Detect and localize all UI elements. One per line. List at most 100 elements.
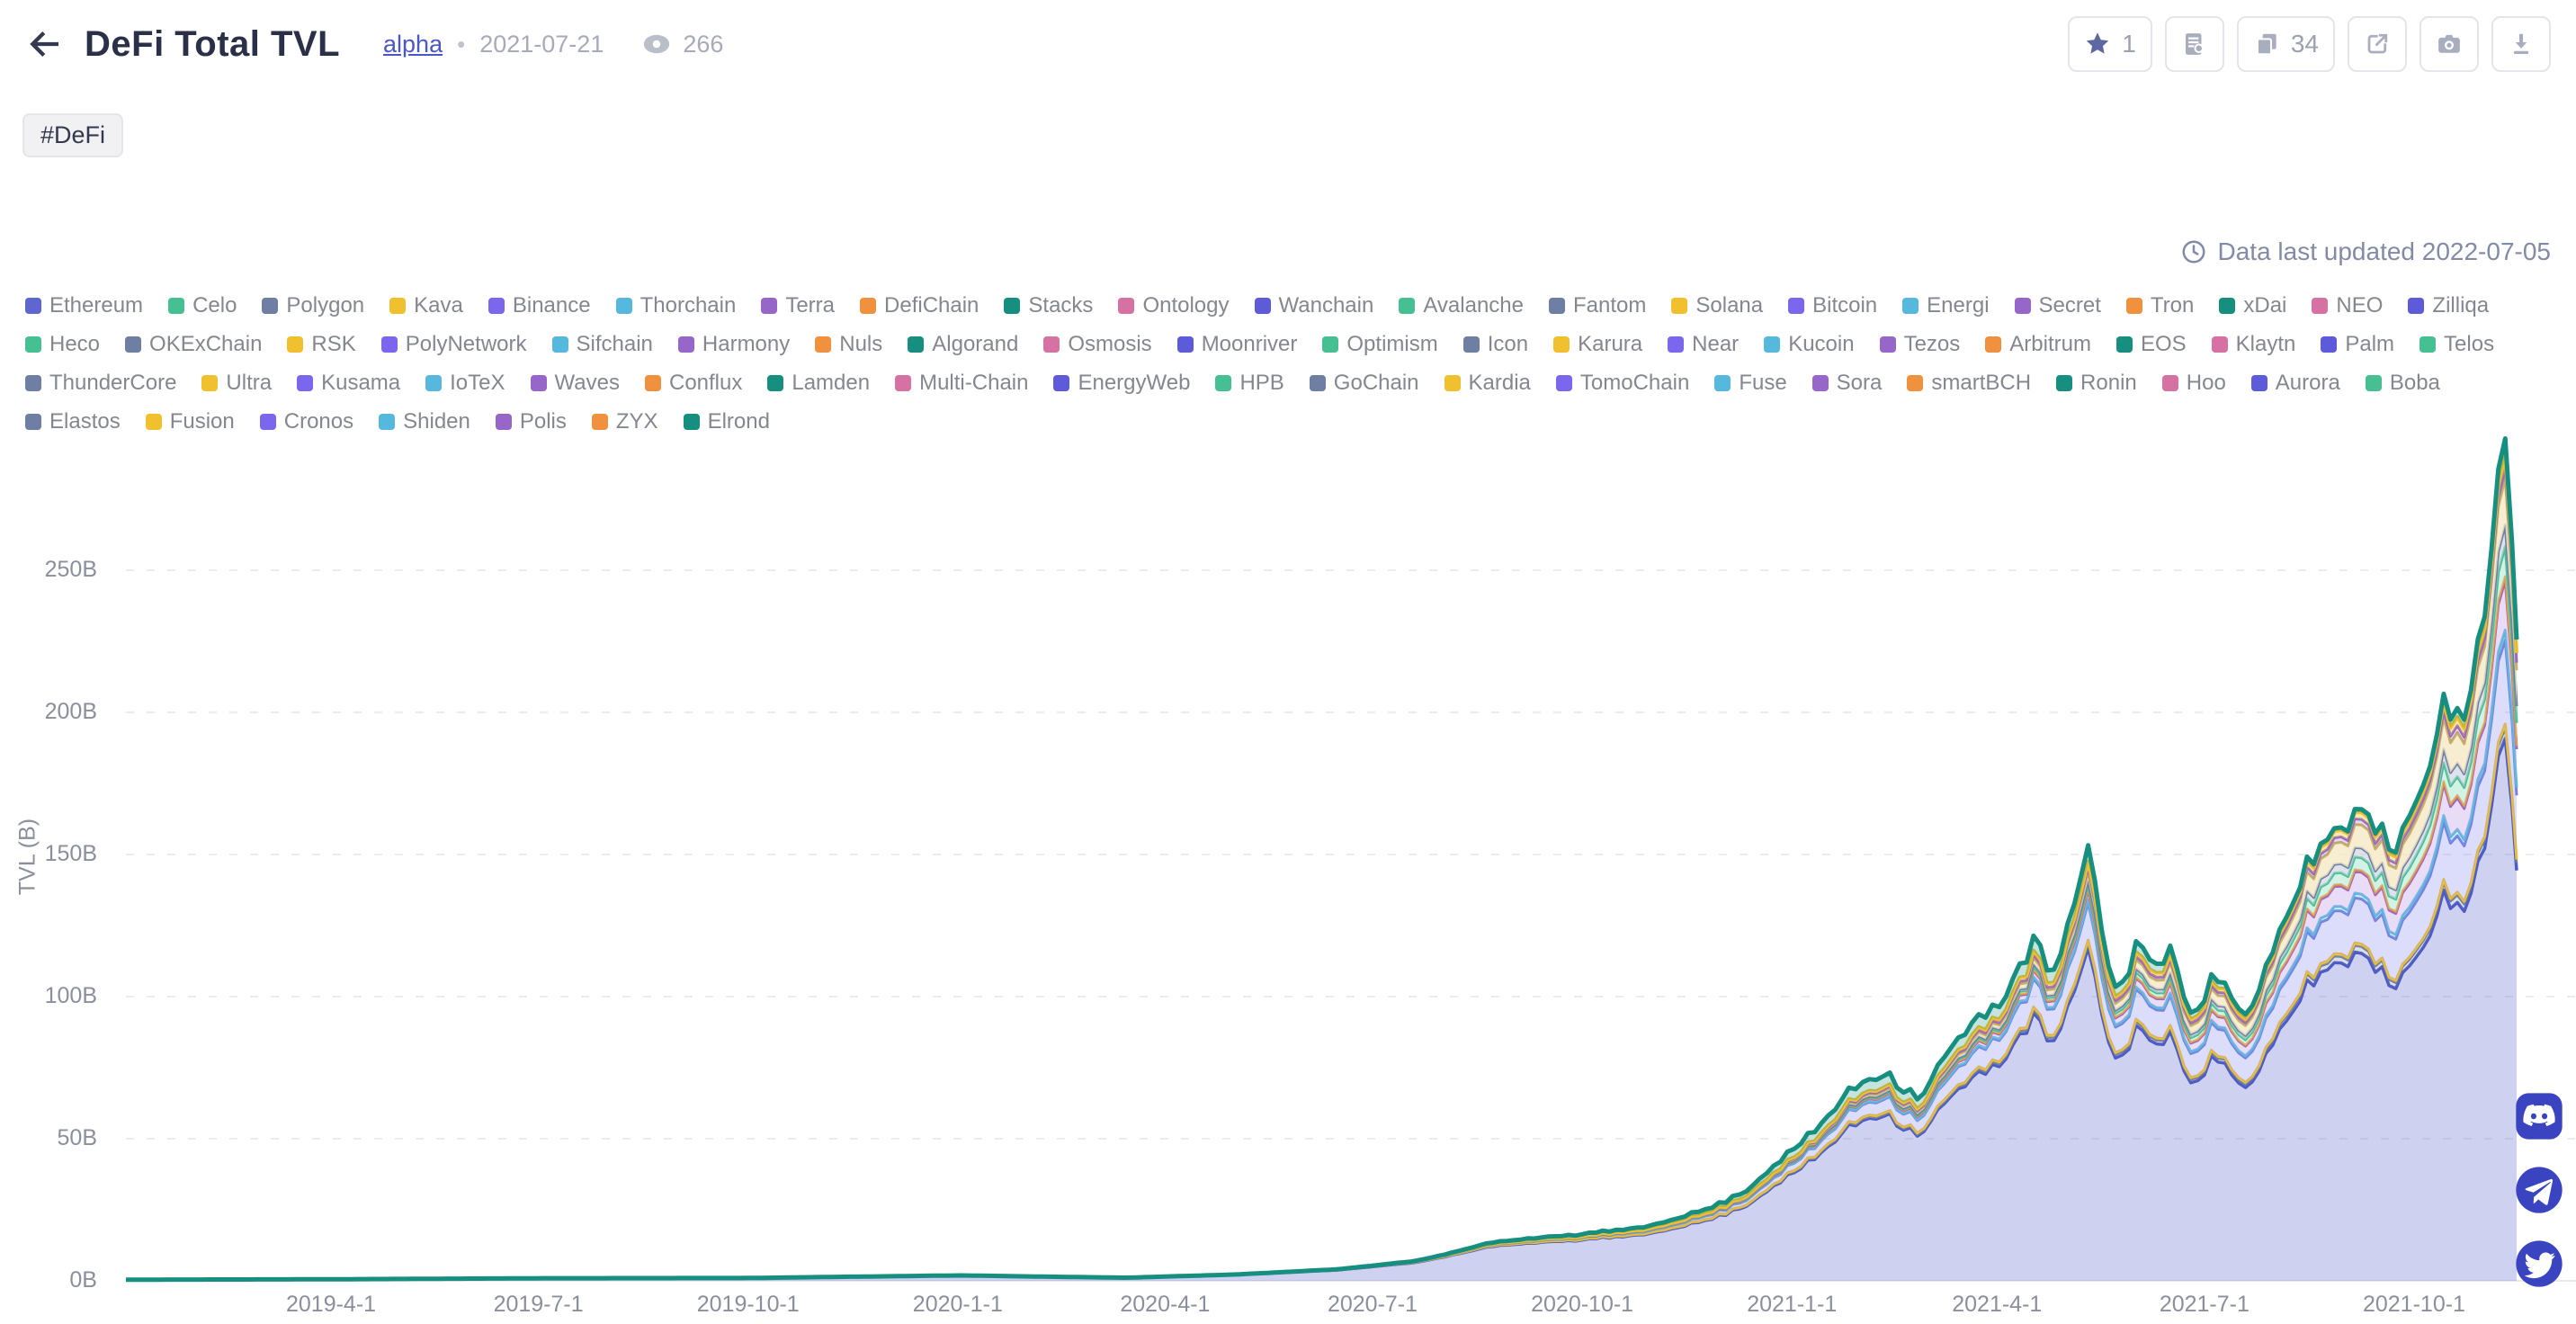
- legend-item-palm[interactable]: Palm: [2321, 332, 2394, 357]
- legend-item-boba[interactable]: Boba: [2365, 371, 2440, 396]
- legend-item-harmony[interactable]: Harmony: [677, 332, 790, 357]
- legend-item-osmosis[interactable]: Osmosis: [1043, 332, 1152, 357]
- screenshot-button[interactable]: [2419, 16, 2479, 72]
- legend-item-kucoin[interactable]: Kucoin: [1764, 332, 1855, 357]
- legend-item-ontology[interactable]: Ontology: [1118, 293, 1230, 318]
- legend-item-bitcoin[interactable]: Bitcoin: [1788, 293, 1877, 318]
- legend-item-hpb[interactable]: HPB: [1215, 371, 1284, 396]
- legend-swatch: [25, 336, 41, 353]
- fork-button[interactable]: 34: [2236, 16, 2335, 72]
- camera-icon: [2438, 34, 2460, 53]
- legend-item-tomochain[interactable]: TomoChain: [1555, 371, 1689, 396]
- legend-item-arbitrum[interactable]: Arbitrum: [1985, 332, 2091, 357]
- legend-item-iotex[interactable]: IoTeX: [425, 371, 505, 396]
- legend-item-celo[interactable]: Celo: [168, 293, 237, 318]
- legend-item-algorand[interactable]: Algorand: [908, 332, 1018, 357]
- legend-item-waves[interactable]: Waves: [530, 371, 620, 396]
- legend-item-lamden[interactable]: Lamden: [767, 371, 870, 396]
- legend-item-sifchain[interactable]: Sifchain: [551, 332, 653, 357]
- legend-item-optimism[interactable]: Optimism: [1322, 332, 1438, 357]
- legend-swatch: [677, 336, 694, 353]
- legend-item-fuse[interactable]: Fuse: [1714, 371, 1787, 396]
- legend-item-wanchain[interactable]: Wanchain: [1254, 293, 1373, 318]
- legend-item-thundercore[interactable]: ThunderCore: [25, 371, 176, 396]
- legend-item-defichain[interactable]: DefiChain: [860, 293, 979, 318]
- legend-item-tezos[interactable]: Tezos: [1879, 332, 1960, 357]
- legend-item-tron[interactable]: Tron: [2125, 293, 2194, 318]
- legend-item-zilliqa[interactable]: Zilliqa: [2408, 293, 2489, 318]
- legend-label: Moonriver: [1201, 332, 1298, 356]
- legend-swatch: [25, 375, 41, 391]
- legend-item-polis[interactable]: Polis: [495, 409, 567, 434]
- x-tick-2021-7-1: 2021-7-1: [2159, 1292, 2250, 1317]
- legend-item-stacks[interactable]: Stacks: [1004, 293, 1093, 318]
- legend-label: ThunderCore: [49, 371, 177, 395]
- legend-item-terra[interactable]: Terra: [761, 293, 835, 318]
- legend-item-binance[interactable]: Binance: [487, 293, 591, 318]
- legend-item-okexchain[interactable]: OKExChain: [125, 332, 262, 357]
- query-log-button[interactable]: [2164, 16, 2224, 72]
- legend-item-fantom[interactable]: Fantom: [1549, 293, 1646, 318]
- legend-item-neo[interactable]: NEO: [2312, 293, 2383, 318]
- legend-item-kava[interactable]: Kava: [389, 293, 463, 318]
- legend-item-sora[interactable]: Sora: [1811, 371, 1882, 396]
- legend-item-kusama[interactable]: Kusama: [297, 371, 400, 396]
- legend-item-rsk[interactable]: RSK: [287, 332, 356, 357]
- legend-item-icon[interactable]: Icon: [1462, 332, 1528, 357]
- legend-item-shiden[interactable]: Shiden: [379, 409, 470, 434]
- legend-item-eos[interactable]: EOS: [2115, 332, 2187, 357]
- legend-item-klaytn[interactable]: Klaytn: [2211, 332, 2295, 357]
- legend-item-polynetwork[interactable]: PolyNetwork: [380, 332, 527, 357]
- legend-swatch: [2321, 336, 2338, 353]
- download-button[interactable]: [2491, 16, 2551, 72]
- legend-item-avalanche[interactable]: Avalanche: [1399, 293, 1524, 318]
- legend-item-xdai[interactable]: xDai: [2219, 293, 2286, 318]
- star-button[interactable]: 1: [2068, 16, 2152, 72]
- twitter-button[interactable]: [2514, 1239, 2564, 1289]
- telegram-button[interactable]: [2514, 1165, 2564, 1215]
- legend-item-kardia[interactable]: Kardia: [1444, 371, 1531, 396]
- back-button[interactable]: [25, 24, 65, 64]
- legend-label: Karura: [1578, 332, 1643, 356]
- legend-item-cronos[interactable]: Cronos: [259, 409, 353, 434]
- star-icon: [2087, 32, 2109, 54]
- share-button[interactable]: [2348, 16, 2407, 72]
- legend-item-energi[interactable]: Energi: [1902, 293, 1990, 318]
- legend-item-nuls[interactable]: Nuls: [815, 332, 882, 357]
- legend-item-telos[interactable]: Telos: [2419, 332, 2494, 357]
- legend-item-gochain[interactable]: GoChain: [1309, 371, 1419, 396]
- x-tick-2021-1-1: 2021-1-1: [1747, 1292, 1838, 1317]
- alpha-version-link[interactable]: alpha: [383, 30, 443, 58]
- legend-swatch: [1254, 298, 1271, 314]
- discord-button[interactable]: [2514, 1091, 2564, 1141]
- legend-item-elrond[interactable]: Elrond: [683, 409, 770, 434]
- legend-item-multi-chain[interactable]: Multi-Chain: [895, 371, 1028, 396]
- legend-item-hoo[interactable]: Hoo: [2161, 371, 2226, 396]
- legend-item-aurora[interactable]: Aurora: [2250, 371, 2340, 396]
- legend-item-karura[interactable]: Karura: [1553, 332, 1642, 357]
- y-tick-200B: 200B: [44, 699, 97, 724]
- legend-item-thorchain[interactable]: Thorchain: [615, 293, 736, 318]
- legend-item-near[interactable]: Near: [1668, 332, 1739, 357]
- legend-label: Hoo: [2186, 371, 2226, 395]
- legend-label: xDai: [2243, 293, 2287, 318]
- legend-label: IoTeX: [450, 371, 505, 395]
- legend-item-ultra[interactable]: Ultra: [201, 371, 272, 396]
- legend-item-polygon[interactable]: Polygon: [262, 293, 364, 318]
- legend-item-conflux[interactable]: Conflux: [644, 371, 742, 396]
- legend-item-ethereum[interactable]: Ethereum: [25, 293, 143, 318]
- tag-defi[interactable]: #DeFi: [22, 113, 124, 157]
- legend-item-elastos[interactable]: Elastos: [25, 409, 121, 434]
- legend-item-smartbch[interactable]: smartBCH: [1907, 371, 2031, 396]
- legend-item-zyx[interactable]: ZYX: [591, 409, 658, 434]
- legend-item-energyweb[interactable]: EnergyWeb: [1053, 371, 1190, 396]
- legend-item-ronin[interactable]: Ronin: [2056, 371, 2137, 396]
- legend-swatch: [25, 414, 41, 430]
- legend-item-solana[interactable]: Solana: [1671, 293, 1763, 318]
- legend-label: HPB: [1239, 371, 1284, 395]
- legend-item-fusion[interactable]: Fusion: [145, 409, 235, 434]
- legend-item-moonriver[interactable]: Moonriver: [1176, 332, 1298, 357]
- legend-item-heco[interactable]: Heco: [25, 332, 100, 357]
- legend-item-secret[interactable]: Secret: [2014, 293, 2101, 318]
